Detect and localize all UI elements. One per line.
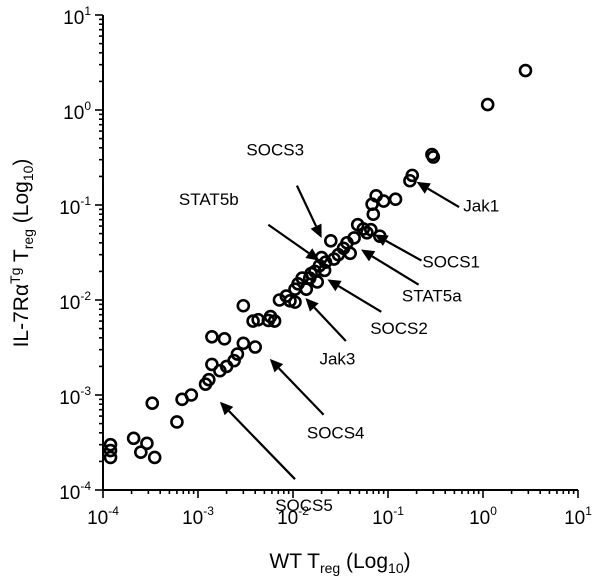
data-point [103, 437, 118, 452]
axes [102, 15, 578, 491]
annotation-arrow-line [228, 410, 296, 480]
y-tick-label: 100 [63, 99, 91, 124]
annotation-arrow-line [427, 187, 460, 209]
data-point [205, 357, 219, 372]
annotation-arrow-line [385, 239, 422, 262]
annotation-label: SOCS1 [422, 252, 480, 271]
annotation-arrow-head [305, 297, 319, 312]
data-point [230, 347, 245, 361]
data-point [126, 431, 141, 446]
annotation-arrow-head [361, 249, 376, 262]
data-point [205, 329, 219, 344]
data-point [518, 63, 533, 78]
data-point [140, 436, 154, 451]
annotation-label: STAT5a [402, 287, 462, 306]
annotation-label: STAT5b [179, 190, 239, 209]
data-point [202, 372, 216, 387]
annotation-socs5: SOCS5 [219, 401, 333, 515]
annotation-arrow-line [313, 306, 347, 342]
data-point [324, 233, 338, 248]
y-tick-label: 10-2 [59, 289, 91, 314]
annotation-label: SOCS3 [246, 141, 304, 160]
data-point [236, 298, 251, 313]
data-point [170, 415, 184, 429]
annotation-stat5a: STAT5a [361, 249, 462, 306]
data-point [426, 150, 441, 164]
data-point [288, 295, 302, 309]
annotation-arrow-head [219, 401, 234, 416]
data-point [405, 168, 420, 183]
annotation-label: SOCS2 [370, 319, 428, 338]
data-point [134, 445, 148, 459]
data-point [317, 263, 332, 278]
data-point [184, 388, 199, 402]
annotation-socs2: SOCS2 [327, 279, 428, 338]
annotation-stat5b: STAT5b [179, 190, 320, 261]
y-tick-label: 101 [63, 4, 91, 29]
data-point [103, 443, 118, 458]
annotation-arrow-head [416, 181, 431, 194]
x-tick-label: 101 [564, 504, 592, 529]
annotation-jak3: Jak3 [305, 297, 355, 368]
annotation-socs4: SOCS4 [269, 358, 365, 442]
x-tick-label: 10-1 [372, 504, 404, 529]
data-points [103, 63, 533, 465]
annotation-arrow-line [337, 285, 382, 313]
annotation-arrow-line [278, 367, 325, 416]
x-tick-label: 10-4 [87, 504, 119, 529]
y-tick-label: 10-3 [59, 384, 91, 409]
data-point [310, 275, 325, 289]
data-point [217, 332, 232, 346]
annotation-jak1: Jak1 [416, 181, 499, 216]
annotation-arrow-head [310, 223, 322, 238]
data-point [364, 222, 378, 237]
data-point [227, 353, 241, 368]
data-point [388, 192, 403, 207]
annotation-label: Jak3 [319, 349, 355, 368]
annotation-socs3: SOCS3 [246, 141, 322, 238]
data-point [299, 282, 314, 296]
annotation-arrow-head [269, 358, 284, 373]
annotation-arrow-head [327, 279, 342, 292]
data-point [343, 246, 357, 261]
x-tick-label: 10-3 [182, 504, 214, 529]
data-point [248, 340, 262, 354]
y-tick-label: 10-1 [59, 194, 91, 219]
annotation-arrow-line [267, 223, 310, 255]
data-point [236, 336, 251, 351]
y-tick-label: 10-4 [59, 479, 91, 504]
annotation-label: SOCS4 [307, 423, 365, 442]
data-point [267, 314, 282, 328]
annotation-label: SOCS5 [275, 496, 333, 515]
ticks: 10-4 10-3 10-2 10-1 100 101 10-4 10-3 10-2 10-1 10… [59, 4, 592, 529]
x-tick-label: 10-2 [277, 504, 309, 529]
x-tick-label: 100 [469, 504, 497, 529]
y-axis-title: IL-7RαTg Treg (Log10) [7, 159, 36, 348]
data-point [347, 231, 361, 245]
annotation-arrow-line [371, 255, 420, 286]
x-axis-title: WT Treg (Log10) [269, 550, 410, 576]
data-point [145, 396, 160, 410]
annotation-socs1: SOCS1 [374, 234, 480, 271]
data-point [480, 97, 495, 112]
annotation-arrow-line [295, 185, 318, 227]
annotation-label: Jak1 [463, 197, 499, 216]
annotations: SOCS3 STAT5b Jak1 SOCS1 STAT5a SOCS2 Jak3 SOCS4… [179, 141, 499, 515]
data-point [147, 450, 162, 465]
data-point [103, 450, 118, 465]
data-point [373, 229, 387, 243]
